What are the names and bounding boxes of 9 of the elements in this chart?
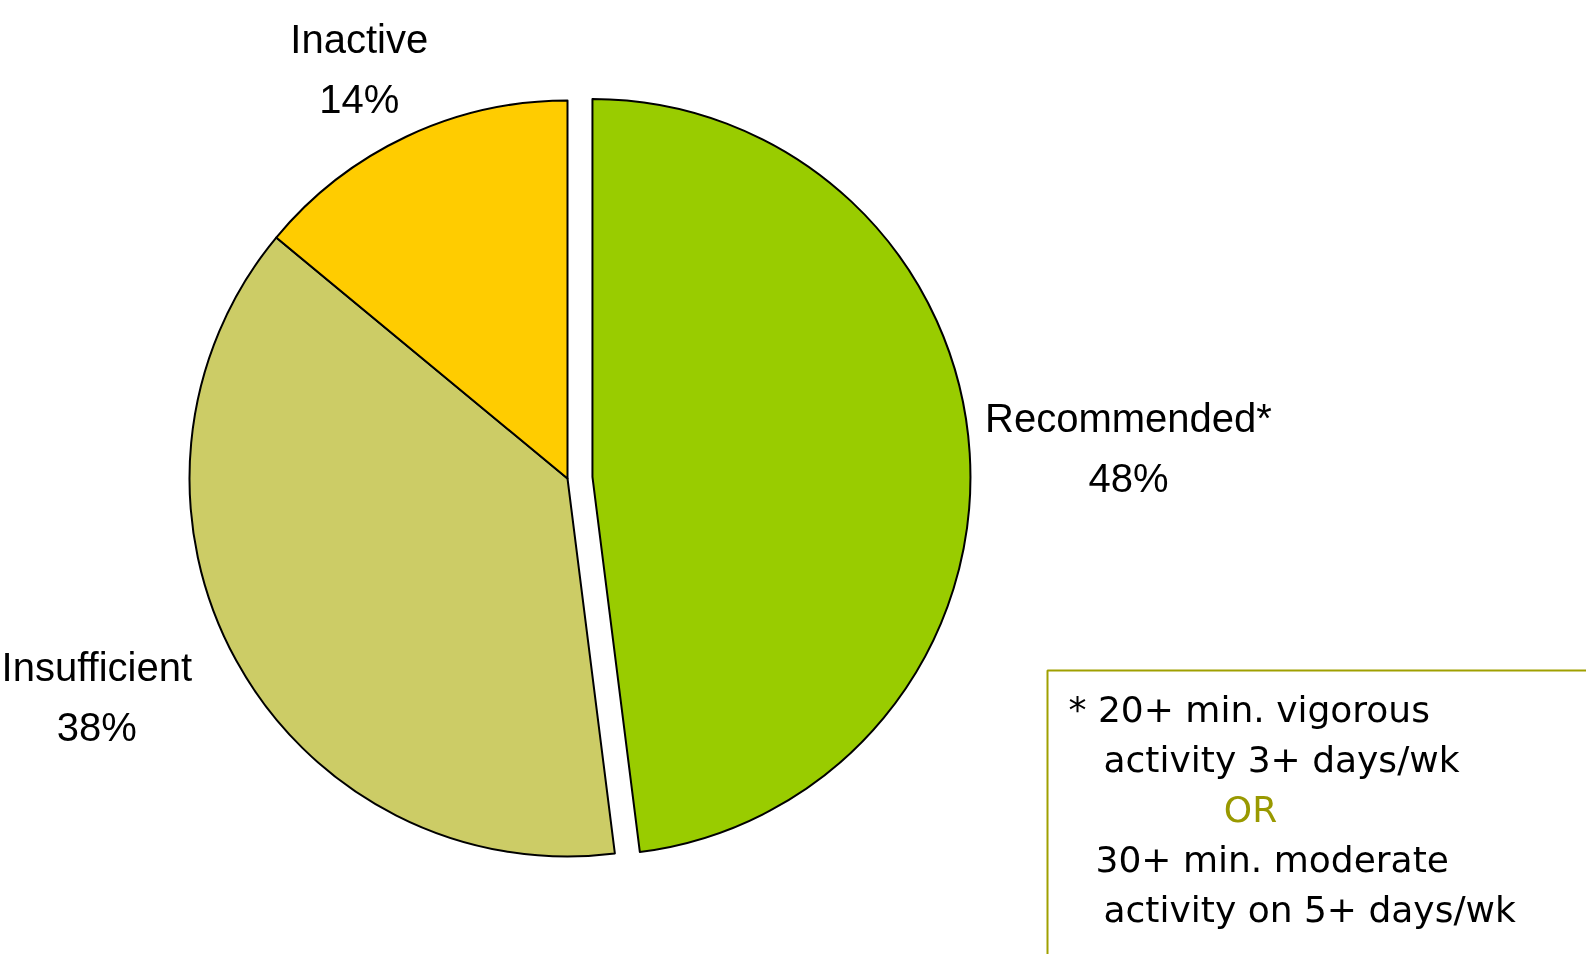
slice-label: Recommended* — [985, 396, 1272, 441]
data-label: 48% — [1088, 456, 1169, 501]
slice-label: Inactive — [290, 16, 429, 61]
slice-label: Insufficient — [1, 644, 193, 689]
text: OR — [1223, 789, 1278, 830]
text: 30+ min. moderate activity on 5+ days/wk — [1095, 839, 1516, 930]
data-label: 14% — [319, 76, 400, 121]
data-label: 38% — [56, 704, 137, 749]
text: * 20+ min. vigorous activity 3+ days/wk — [1068, 689, 1460, 780]
